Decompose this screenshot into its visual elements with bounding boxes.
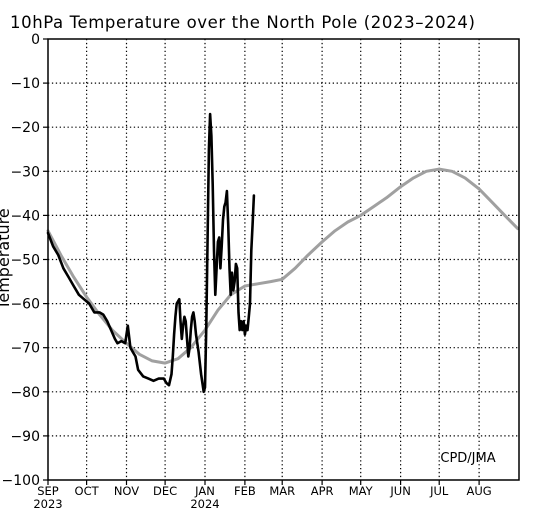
y-axis: 0 −10 −20 −30 −40 −50 −60 −70 −80 −90 −100	[2, 32, 48, 489]
y-tick-label: −90	[10, 429, 40, 445]
climatology-line	[46, 167, 520, 365]
y-tick-label: −30	[10, 164, 40, 180]
x-tick-label: APR	[311, 484, 334, 498]
y-tick-label: −70	[10, 341, 40, 357]
x-tick-label: FEB	[234, 484, 256, 498]
data-series	[46, 112, 520, 394]
x-tick-label: JAN	[194, 484, 215, 498]
x-tick-label: NOV	[114, 484, 139, 498]
x-tick-label: DEC	[153, 484, 177, 498]
y-tick-label: −20	[10, 120, 40, 136]
y-tick-label: −60	[10, 297, 40, 313]
grid-lines	[48, 39, 519, 480]
y-tick-label: −50	[10, 253, 40, 269]
x-tick-year-label: 2024	[190, 497, 219, 511]
y-tick-label: 0	[31, 32, 40, 48]
x-tick-label: SEP	[37, 484, 59, 498]
observed-temperature-line	[46, 112, 256, 394]
y-tick-label: −80	[10, 385, 40, 401]
y-axis-label: Temperature	[0, 208, 13, 310]
x-tick-label: JUL	[429, 484, 449, 498]
x-tick-label: MAR	[269, 484, 295, 498]
x-tick-label: OCT	[75, 484, 100, 498]
source-annotation: CPD/JMA	[440, 451, 495, 466]
x-tick-label: JUN	[389, 484, 410, 498]
y-tick-label: −10	[10, 76, 40, 92]
y-tick-label: −40	[10, 208, 40, 224]
x-tick-year-label: 2023	[33, 497, 62, 511]
y-tick-label: −100	[2, 473, 40, 489]
chart-title: 10hPa Temperature over the North Pole (2…	[10, 13, 475, 32]
x-tick-label: MAY	[349, 484, 374, 498]
x-tick-label: AUG	[467, 484, 492, 498]
